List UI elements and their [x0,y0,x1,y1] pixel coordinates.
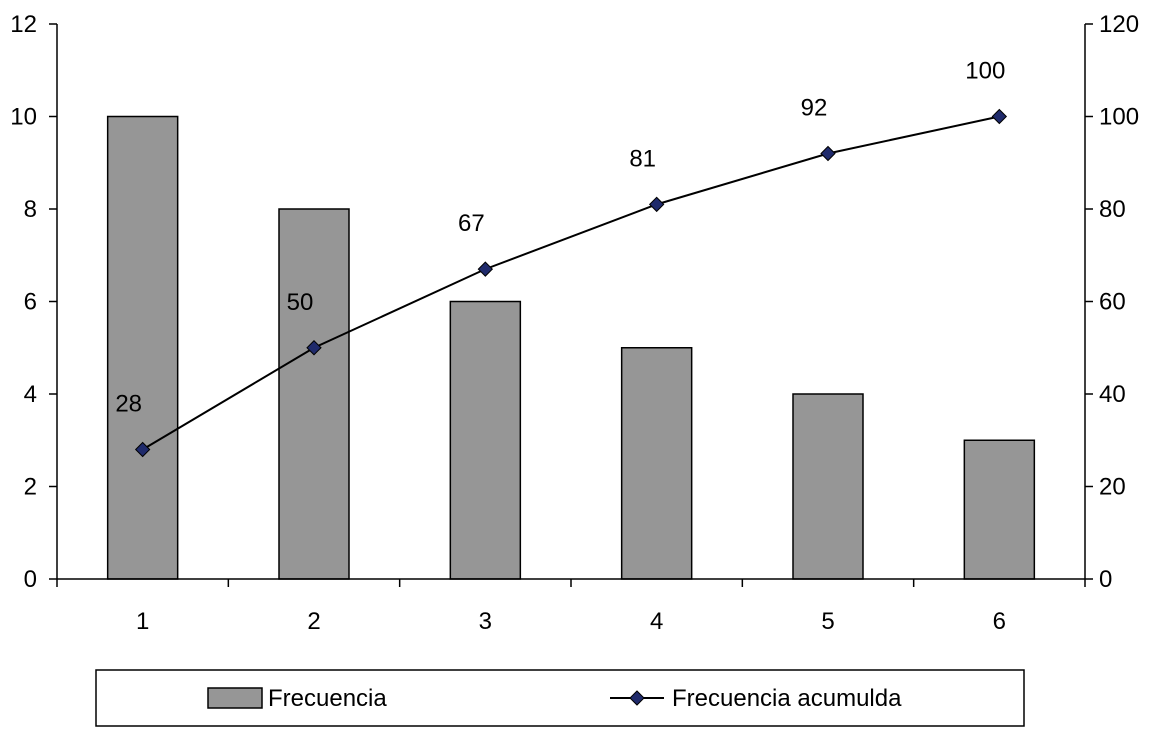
legend-diamond-marker [629,690,645,706]
line-data-label: 67 [458,210,485,237]
left-axis-tick-label: 10 [10,104,37,131]
line-point-marker [134,441,151,458]
bar-2 [278,208,350,580]
right-axis-tick-label: 0 [1099,566,1112,593]
legend-bar-swatch [207,687,263,709]
line-point-marker [648,196,665,213]
legend-label-frecuencia: Frecuencia [268,685,387,712]
right-axis-tick-label: 40 [1099,381,1126,408]
left-axis-tick-label: 12 [10,11,37,38]
left-axis-tick-label: 6 [24,289,37,316]
line-series [134,108,1008,458]
cumulative-line [142,115,1000,451]
line-data-label: 50 [287,289,314,316]
line-point-marker [991,108,1008,125]
right-axis-tick-label: 80 [1099,196,1126,223]
bar-series [106,115,1036,580]
x-axis-tick-label: 4 [650,608,663,635]
right-axis-tick-label: 60 [1099,289,1126,316]
x-axis-tick-label: 3 [479,608,492,635]
line-data-label: 92 [801,95,828,122]
right-axis-tick-label: 100 [1099,104,1139,131]
x-axis-tick-label: 5 [821,608,834,635]
right-axis-tick-label: 120 [1099,11,1139,38]
line-point-marker [306,340,322,356]
bar-5 [792,393,864,580]
x-axis-tick-label: 1 [136,608,149,635]
bar-3 [449,300,522,580]
x-axis-tick-label: 6 [993,608,1006,635]
line-data-label: 28 [115,391,142,418]
right-axis-tick-label: 20 [1099,474,1126,501]
line-point-marker [820,145,836,162]
x-axis-tick-label: 2 [307,608,320,635]
plot-background [57,24,1085,579]
data-labels: 28 50 67 81 92 100 [115,58,1005,418]
plot-area [57,24,1085,579]
left-axis-tick-label: 4 [24,381,37,408]
left-axis-tick-label: 8 [24,196,37,223]
line-data-label: 100 [965,58,1005,85]
legend: Frecuencia Frecuencia acumulda [95,669,1025,727]
left-axis-tick-label: 0 [24,566,37,593]
bar-1 [106,115,179,580]
left-axis-tick-label: 2 [24,474,37,501]
bar-4 [620,347,693,580]
legend-label-frecuencia-acumulda: Frecuencia acumulda [672,685,902,712]
bar-6 [963,439,1036,580]
line-point-marker [477,261,494,277]
line-data-label: 81 [629,145,656,172]
